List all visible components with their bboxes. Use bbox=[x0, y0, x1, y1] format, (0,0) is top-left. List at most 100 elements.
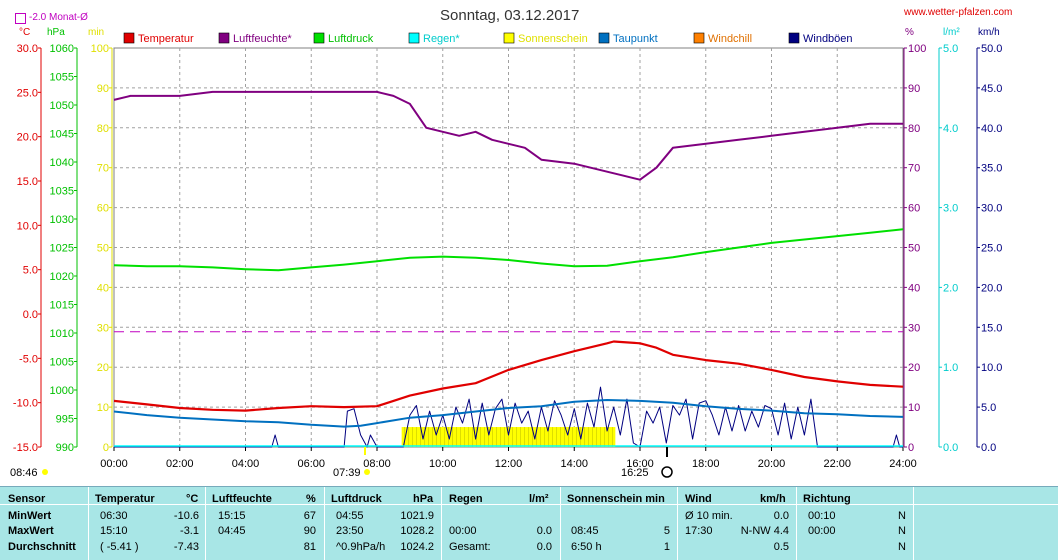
tick-label-press: 1005 bbox=[50, 357, 74, 369]
unit-rain: l/m² bbox=[943, 27, 960, 38]
tick-label-temp: -10.0 bbox=[13, 398, 38, 410]
tick-label-wind: 15.0 bbox=[981, 322, 1002, 334]
tick-label-hum: 30 bbox=[908, 322, 920, 334]
tick-label-sun: 30 bbox=[97, 322, 109, 334]
table-cell-temp-time: 15:10 bbox=[100, 525, 128, 537]
table-cell-label: MaxWert bbox=[8, 525, 54, 537]
series-temperatur-line bbox=[113, 340, 904, 412]
table-cell-dir-val: N bbox=[898, 541, 906, 553]
table-cell-sun-time: 6:50 h bbox=[571, 541, 602, 553]
table-cell-temp-val: -7.43 bbox=[173, 541, 199, 553]
tick-label-hum: 100 bbox=[908, 43, 926, 55]
tick-label-press: 995 bbox=[56, 414, 74, 426]
tick-label-press: 1000 bbox=[50, 385, 74, 397]
sunrise-icon bbox=[364, 469, 370, 475]
tick-label-sun: 60 bbox=[97, 203, 109, 215]
series-windboeen-line bbox=[114, 386, 903, 448]
x-tick-label: 04:00 bbox=[232, 458, 260, 470]
series-taupunkt-line bbox=[113, 399, 904, 428]
table-cell-sun-time: 08:45 bbox=[571, 525, 599, 537]
header-hum-unit: % bbox=[306, 493, 316, 505]
x-tick-label: 06:00 bbox=[297, 458, 325, 470]
tick-label-wind: 50.0 bbox=[981, 43, 1002, 55]
tick-label-press: 1020 bbox=[50, 271, 74, 283]
table-cell-temp-time: ( -5.41 ) bbox=[100, 541, 139, 553]
table-cell-dir-val: N bbox=[898, 525, 906, 537]
tick-label-rain: 0.0 bbox=[943, 442, 958, 454]
month-avg-label: -2.0 Monat-Ø bbox=[29, 12, 88, 23]
tick-label-wind: 0.0 bbox=[981, 442, 996, 454]
header-sensor: Sensor bbox=[8, 493, 46, 505]
table-cell-press-val: 1024.2 bbox=[400, 541, 434, 553]
tick-label-hum: 90 bbox=[908, 83, 920, 95]
tick-label-hum: 10 bbox=[908, 402, 920, 414]
legend-swatch bbox=[313, 32, 325, 44]
table-cell-sun-val: 5 bbox=[663, 525, 670, 537]
tick-label-hum: 20 bbox=[908, 362, 920, 374]
tick-label-sun: 10 bbox=[97, 402, 109, 414]
table-cell-hum-val: 81 bbox=[303, 541, 316, 553]
table-cell-dir-time: 00:10 bbox=[808, 510, 836, 522]
tick-label-sun: 100 bbox=[91, 43, 109, 55]
tick-label-temp: -15.0 bbox=[13, 442, 38, 454]
legend-swatch bbox=[693, 32, 705, 44]
header-temp-unit: °C bbox=[186, 493, 199, 505]
series-luftfeuchte-line bbox=[113, 90, 903, 181]
legend-label: Sonnenschein bbox=[518, 33, 588, 45]
start-time-label: 08:46 bbox=[10, 467, 38, 479]
tick-label-wind: 40.0 bbox=[981, 123, 1002, 135]
header-rain-unit: l/m² bbox=[529, 493, 549, 505]
legend-swatch bbox=[408, 32, 420, 44]
tick-label-rain: 1.0 bbox=[943, 362, 958, 374]
weather-chart: Temperatur Luftfeuchte* Luftdruck Regen* Son… bbox=[10, 32, 1002, 479]
tick-label-wind: 35.0 bbox=[981, 163, 1002, 175]
table-cell-wind-time: Ø 10 min. bbox=[685, 510, 733, 522]
table-cell-wind-val: 0.0 bbox=[773, 510, 789, 522]
header-press-unit: hPa bbox=[413, 493, 434, 505]
legend-swatch bbox=[218, 32, 230, 44]
tick-label-press: 1015 bbox=[50, 300, 74, 312]
table-cell-rain-time: 00:00 bbox=[449, 525, 477, 537]
legend-swatch bbox=[123, 32, 135, 44]
x-tick-label: 18:00 bbox=[692, 458, 720, 470]
sun-icon-start bbox=[42, 469, 48, 475]
tick-label-wind: 10.0 bbox=[981, 362, 1002, 374]
tick-label-temp: 25.0 bbox=[17, 87, 38, 99]
table-cell-press-time: 23:50 bbox=[336, 525, 364, 537]
unit-press: hPa bbox=[47, 27, 65, 38]
table-cell-dir-time: 00:00 bbox=[808, 525, 836, 537]
table-cell-press-time: ^0.9hPa/h bbox=[336, 541, 386, 553]
tick-label-hum: 50 bbox=[908, 243, 920, 255]
table-cell-press-val: 1028.2 bbox=[400, 525, 434, 537]
tick-label-sun: 90 bbox=[97, 83, 109, 95]
month-avg-icon bbox=[15, 13, 26, 24]
legend-label: Regen* bbox=[423, 33, 460, 45]
table-cell-hum-val: 90 bbox=[303, 525, 316, 537]
tick-label-temp: 30.0 bbox=[17, 43, 38, 55]
sunset-label: 16:25 bbox=[621, 467, 649, 479]
tick-label-press: 1060 bbox=[50, 43, 74, 55]
tick-label-sun: 20 bbox=[97, 362, 109, 374]
tick-label-press: 1025 bbox=[50, 243, 74, 255]
table-cell-hum-val: 67 bbox=[303, 510, 316, 522]
website-label[interactable]: www.wetter-pfalzen.com bbox=[904, 7, 1013, 18]
tick-label-wind: 20.0 bbox=[981, 282, 1002, 294]
sunrise-label: 07:39 bbox=[333, 467, 361, 479]
tick-label-rain: 3.0 bbox=[943, 203, 958, 215]
table-cell-hum-time: 15:15 bbox=[218, 510, 246, 522]
table-cell-sun-val: 1 bbox=[663, 541, 670, 553]
tick-label-press: 1045 bbox=[50, 129, 74, 141]
tick-label-wind: 30.0 bbox=[981, 203, 1002, 215]
legend-label: Temperatur bbox=[138, 33, 194, 45]
legend-swatch bbox=[503, 32, 515, 44]
x-tick-label: 22:00 bbox=[823, 458, 851, 470]
table-cell-hum-time: 04:45 bbox=[218, 525, 246, 537]
tick-label-rain: 2.0 bbox=[943, 282, 958, 294]
tick-label-sun: 70 bbox=[97, 163, 109, 175]
stats-table: Sensor Temperatur °C Luftfeuchte % Luftd… bbox=[0, 486, 1058, 560]
x-tick-label: 08:00 bbox=[363, 458, 391, 470]
tick-label-hum: 40 bbox=[908, 282, 920, 294]
x-tick-label: 02:00 bbox=[166, 458, 194, 470]
tick-label-hum: 80 bbox=[908, 123, 920, 135]
unit-wind: km/h bbox=[978, 27, 1000, 38]
